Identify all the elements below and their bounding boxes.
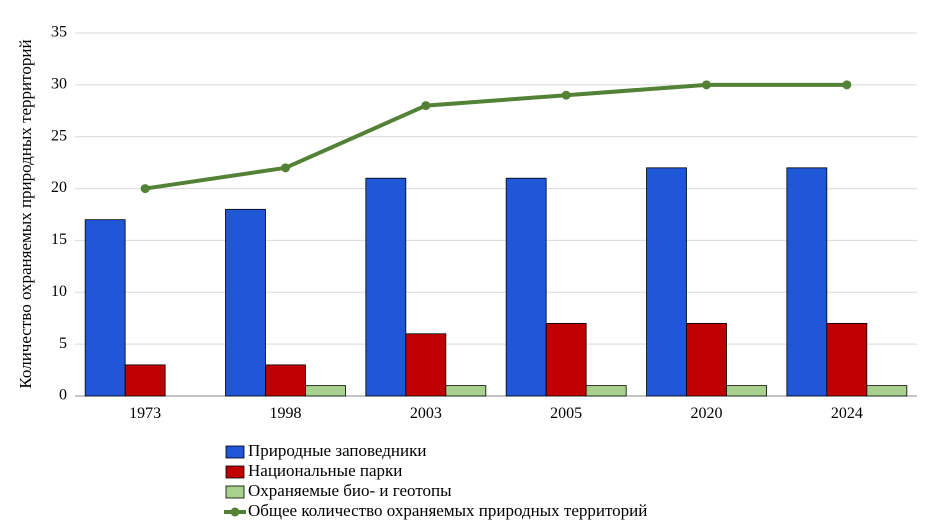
total-line-point: [281, 163, 290, 173]
bar-1-2003: [365, 177, 407, 397]
bar-1-1973: [84, 219, 126, 397]
x-tick-label: 1973: [129, 405, 161, 422]
bar-2-2024: [826, 322, 868, 397]
bar-3-1998: [305, 385, 346, 397]
y-axis-ticks: 0 5 10 15 20 25 30 35: [51, 24, 67, 404]
bar-3-2003: [445, 385, 487, 397]
y-tick-label: 25: [51, 127, 67, 144]
total-line-path: [144, 82, 847, 191]
bar-1-2005: [505, 177, 547, 397]
y-tick-label: 10: [51, 283, 67, 300]
bar-2-2020: [686, 322, 727, 397]
total-line-point: [140, 184, 150, 194]
legend-label: Природные заповедники: [248, 441, 426, 460]
bar-3-2020: [726, 385, 767, 397]
total-line-point: [842, 80, 852, 90]
y-axis-label-group: Количество охраняемых природных территор…: [16, 39, 35, 388]
bar-3-2005: [585, 385, 627, 397]
total-line-point: [561, 90, 571, 100]
y-tick-label: 5: [59, 335, 67, 352]
x-tick-label: 2020: [691, 405, 723, 422]
bar-2-1973: [124, 364, 166, 397]
bar-1-1998: [225, 208, 266, 397]
legend-swatch: [225, 485, 245, 499]
bar-2-2005: [545, 322, 587, 397]
bars: [84, 167, 908, 397]
legend-label: Национальные парки: [248, 461, 402, 480]
total-line-point: [421, 101, 431, 111]
x-tick-label: 1998: [270, 405, 302, 422]
legend-label: Охраняемые био- и геотопы: [248, 481, 452, 500]
total-line: [140, 80, 852, 194]
bar-2-1998: [265, 364, 306, 397]
bar-1-2020: [646, 167, 687, 397]
grid: [75, 32, 917, 397]
x-tick-label: 2003: [410, 405, 442, 422]
bar-3-2024: [866, 385, 908, 397]
y-tick-label: 0: [59, 387, 67, 404]
legend-label: Общее количество охраняемых природных те…: [248, 501, 647, 520]
y-tick-label: 20: [51, 179, 67, 196]
y-tick-label: 30: [51, 76, 67, 93]
y-axis-label: Количество охраняемых природных территор…: [16, 39, 35, 388]
x-tick-label: 2005: [550, 405, 582, 422]
legend-swatch: [225, 465, 245, 479]
y-tick-label: 35: [51, 24, 67, 41]
x-axis-ticks: 1973 1998 2003 2005 2020 2024: [129, 405, 863, 422]
bar-1-2024: [786, 167, 828, 397]
total-line-point: [702, 80, 711, 90]
legend-line-marker: [230, 507, 240, 517]
x-tick-label: 2024: [831, 405, 863, 422]
bar-2-2003: [405, 333, 447, 397]
y-tick-label: 15: [51, 231, 67, 248]
legend-swatch: [225, 445, 245, 459]
